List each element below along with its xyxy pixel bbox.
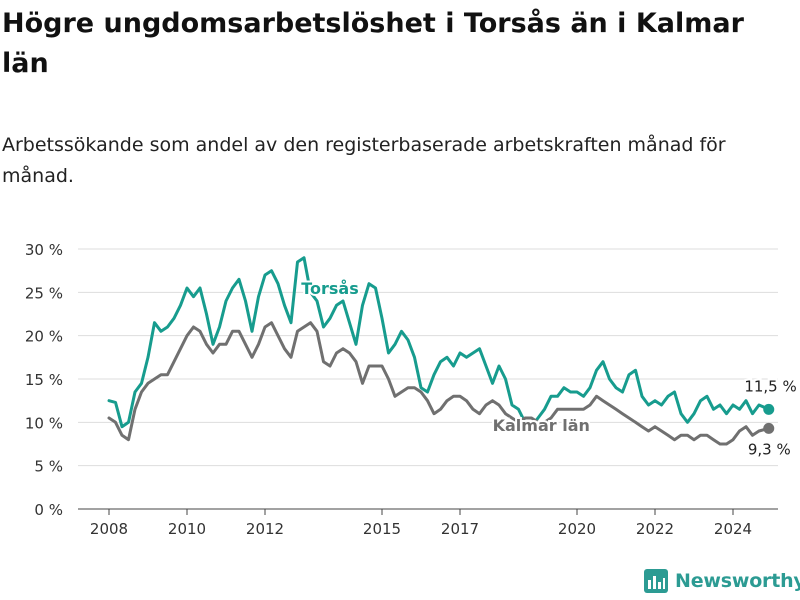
- x-tick-label: 2008: [90, 520, 128, 538]
- x-tick-label: 2012: [246, 520, 284, 538]
- series-line-torsas: [107, 256, 771, 429]
- y-tick-label: 15 %: [25, 371, 63, 389]
- chart-subtitle: Arbetssökande som andel av den registerb…: [2, 134, 726, 187]
- x-tick-label: 2015: [363, 520, 401, 538]
- logo-text: Newsworthy: [675, 570, 800, 592]
- y-tick-label: 25 %: [25, 284, 63, 302]
- y-tick-label: 5 %: [34, 458, 63, 476]
- end-value-label-torsas: 11,5 %: [744, 377, 796, 395]
- series-label-kalmar: Kalmar län: [493, 416, 590, 435]
- y-tick-label: 20 %: [25, 328, 63, 346]
- series-lines: [107, 256, 775, 446]
- y-tick-label: 10 %: [25, 414, 63, 432]
- axes: 0 % 5 % 10 % 15 % 20 % 25 % 30 % 2008 2010 2012 20…: [25, 241, 752, 538]
- chart-title: Högre ungdomsarbetslöshet i Torsås än i …: [2, 8, 744, 79]
- x-tick-label: 2024: [714, 520, 752, 538]
- x-tick-label: 2010: [168, 520, 206, 538]
- newsworthy-logo: Newsworthy: [644, 569, 800, 593]
- x-tick-label: 2022: [636, 520, 674, 538]
- end-point-marker: [763, 422, 775, 434]
- bar-chart-logo-icon: [644, 569, 668, 593]
- end-value-label-kalmar: 9,3 %: [748, 440, 791, 458]
- x-tick-label: 2020: [558, 520, 596, 538]
- end-point-marker: [763, 403, 775, 415]
- gridlines: [78, 248, 778, 510]
- series-line-kalmar: [107, 321, 771, 446]
- y-tick-label: 30 %: [25, 241, 63, 259]
- x-tick-label: 2017: [441, 520, 479, 538]
- series-labels: Torsås Kalmar län 11,5 % 9,3 %: [299, 277, 799, 460]
- series-label-torsas: Torsås: [301, 279, 359, 298]
- y-tick-label: 0 %: [34, 501, 63, 519]
